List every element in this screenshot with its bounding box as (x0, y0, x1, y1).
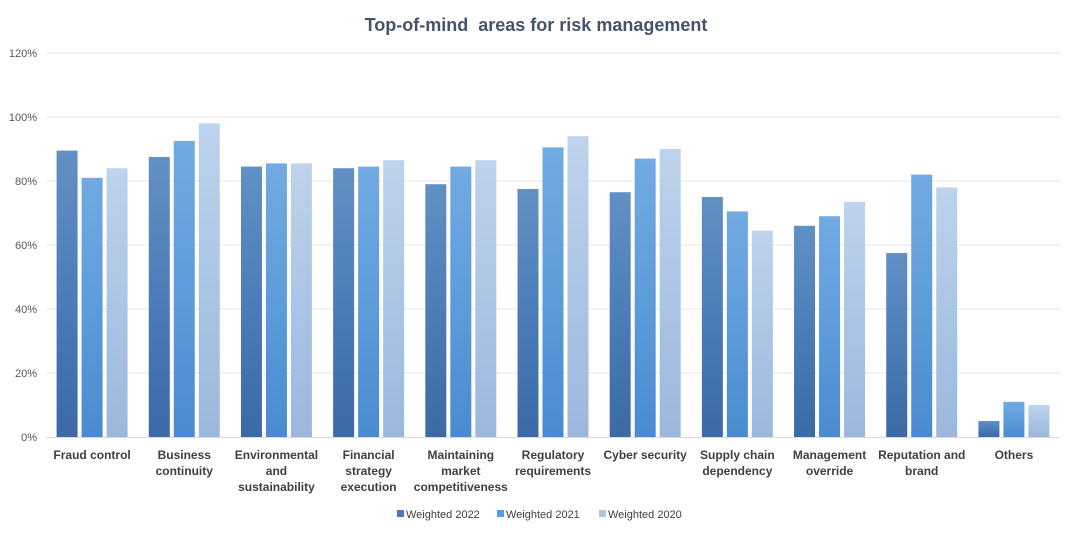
bar (701, 197, 723, 437)
bar (634, 158, 656, 437)
x-tick-label: Reputation and brand (878, 448, 965, 478)
bar (978, 421, 1000, 437)
bar (794, 225, 816, 437)
x-tick-label: Environmental and sustainability (235, 448, 318, 494)
bar (726, 211, 748, 437)
bar (751, 230, 773, 437)
bar (106, 168, 128, 437)
bar (450, 166, 472, 437)
legend-label: Weighted 2020 (608, 509, 682, 521)
x-tick-label: Management override (793, 448, 866, 478)
bar (333, 168, 355, 437)
bar (475, 160, 497, 437)
chart-title: Top-of-mind areas for risk management (365, 15, 708, 35)
bar (265, 163, 287, 437)
y-tick-label: 0% (21, 432, 37, 444)
legend: Weighted 2022 Weighted 2021 Weighted 2020 (397, 509, 682, 521)
x-tick-label: Regulatory requirements (515, 448, 591, 478)
bar (911, 174, 933, 437)
legend-swatch (599, 510, 606, 517)
bar (886, 253, 908, 437)
bar (609, 192, 631, 437)
y-tick-label: 80% (15, 176, 37, 188)
bar (567, 136, 589, 437)
bar (56, 150, 78, 437)
y-tick-label: 20% (15, 368, 37, 380)
bar (936, 187, 958, 437)
y-tick-label: 40% (15, 304, 37, 316)
legend-label: Weighted 2021 (506, 509, 580, 521)
bar (517, 189, 539, 437)
x-tick-label: Fraud control (53, 448, 130, 462)
legend-label: Weighted 2022 (406, 509, 480, 521)
bar (198, 123, 220, 438)
x-tick-label: Maintaining market competitiveness (414, 448, 508, 494)
y-tick-label: 120% (9, 48, 37, 60)
bar (383, 160, 405, 437)
x-axis-labels: Fraud control Business continuity Environme… (53, 448, 1033, 494)
y-tick-label: 60% (15, 240, 37, 252)
bar (148, 157, 170, 437)
bar (240, 166, 262, 437)
x-tick-label: Financial strategy execution (341, 448, 397, 494)
bar (659, 149, 681, 437)
x-tick-label: Others (995, 448, 1034, 462)
bar (542, 147, 564, 437)
bar (173, 141, 195, 437)
bar (819, 216, 841, 437)
legend-swatch (497, 510, 504, 517)
y-tick-label: 100% (9, 112, 37, 124)
bar (290, 163, 312, 437)
legend-swatch (397, 510, 404, 517)
y-axis-ticks: 0% 20% 40% 60% 80% 100% 120% (9, 48, 37, 444)
bar (358, 166, 380, 437)
x-tick-label: Cyber security (603, 448, 687, 462)
bar (1003, 401, 1025, 437)
bar (844, 201, 866, 437)
bar (81, 177, 103, 438)
bars (56, 123, 1050, 438)
bar (1028, 405, 1050, 437)
x-tick-label: Supply chain dependency (700, 448, 775, 478)
bar (425, 184, 447, 437)
x-tick-label: Business continuity (156, 448, 214, 478)
